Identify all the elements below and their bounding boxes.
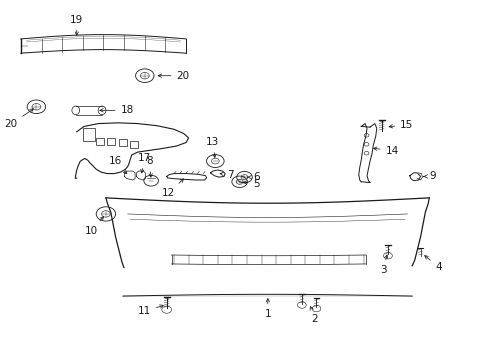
Text: 12: 12 [162,179,183,198]
Bar [96,138,104,145]
Text: 2: 2 [309,307,318,324]
Bar [83,128,95,141]
Text: 4: 4 [424,256,441,272]
Text: 13: 13 [206,137,219,157]
Bar [107,138,115,145]
Text: 7: 7 [220,170,234,180]
Bar [129,141,137,148]
Text: 18: 18 [100,105,134,115]
Text: 8: 8 [146,157,153,177]
Text: 3: 3 [379,255,387,275]
Text: 5: 5 [243,179,259,189]
Text: 16: 16 [108,157,126,174]
Text: 14: 14 [373,146,398,156]
Text: 11: 11 [138,305,163,316]
Text: 20: 20 [4,109,33,129]
Text: 9: 9 [423,171,435,181]
Bar [119,139,126,146]
Text: 19: 19 [70,15,83,35]
Text: 15: 15 [388,120,412,130]
Text: 1: 1 [264,299,271,319]
Text: 6: 6 [247,172,259,182]
Text: 10: 10 [84,217,103,236]
Text: 20: 20 [158,71,189,81]
Text: 17: 17 [138,153,151,173]
